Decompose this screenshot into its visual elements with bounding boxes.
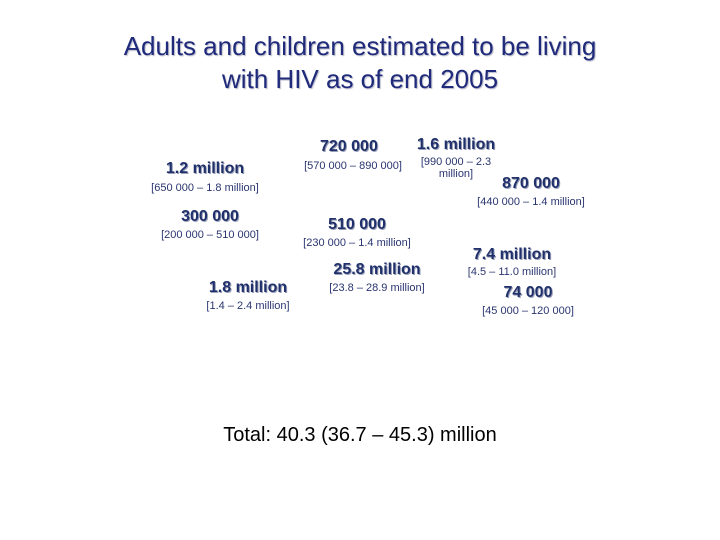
region-east-asia: 870 000 [440 000 – 1.4 million] bbox=[466, 175, 596, 208]
region-value: 720 000 bbox=[320, 138, 378, 155]
region-value: 7.4 million bbox=[472, 246, 552, 263]
region-oceania: 74 000 [45 000 – 120 000] bbox=[472, 284, 584, 317]
slide-title: Adults and children estimated to be livi… bbox=[60, 30, 660, 96]
region-western-central-europe: 720 000 [570 000 – 890 000] bbox=[296, 138, 410, 172]
total-estimate: Total: 40.3 (36.7 – 45.3) million bbox=[223, 424, 497, 446]
region-range: [1.4 – 2.4 million] bbox=[206, 300, 290, 312]
title-line-1: Adults and children estimated to be livi… bbox=[123, 31, 597, 61]
region-value: 25.8 million bbox=[333, 261, 421, 278]
region-range: [45 000 – 120 000] bbox=[482, 305, 574, 317]
region-middle-east-north-africa: 510 000 [230 000 – 1.4 million] bbox=[292, 216, 422, 249]
region-range: [200 000 – 510 000] bbox=[161, 229, 259, 241]
region-range: [23.8 – 28.9 million] bbox=[329, 282, 425, 294]
region-range: [650 000 – 1.8 million] bbox=[151, 182, 259, 194]
region-value: 1.2 million bbox=[165, 160, 245, 177]
region-value: 300 000 bbox=[181, 208, 239, 225]
region-north-america: 1.2 million [650 000 – 1.8 million] bbox=[140, 160, 270, 194]
region-range: [4.5 – 11.0 million] bbox=[467, 266, 557, 278]
region-value: 1.8 million bbox=[208, 279, 288, 296]
region-caribbean: 300 000 [200 000 – 510 000] bbox=[150, 208, 270, 241]
region-range: [230 000 – 1.4 million] bbox=[303, 237, 411, 249]
title-line-2: with HIV as of end 2005 bbox=[221, 64, 499, 94]
region-south-southeast-asia: 7.4 million [4.5 – 11.0 million] bbox=[456, 246, 568, 278]
region-sub-saharan-africa: 25.8 million [23.8 – 28.9 million] bbox=[314, 261, 440, 294]
region-value: 1.6 million bbox=[416, 136, 496, 153]
region-value: 510 000 bbox=[328, 216, 386, 233]
region-value: 74 000 bbox=[503, 284, 553, 301]
region-latin-america: 1.8 million [1.4 – 2.4 million] bbox=[196, 279, 300, 312]
region-range: [440 000 – 1.4 million] bbox=[477, 196, 585, 208]
region-eastern-europe-central-asia: 1.6 million [990 000 – 2.3 million] bbox=[408, 136, 504, 180]
region-range: [990 000 – 2.3 million] bbox=[420, 156, 492, 180]
region-value: 870 000 bbox=[502, 175, 560, 192]
region-range: [570 000 – 890 000] bbox=[304, 160, 402, 172]
